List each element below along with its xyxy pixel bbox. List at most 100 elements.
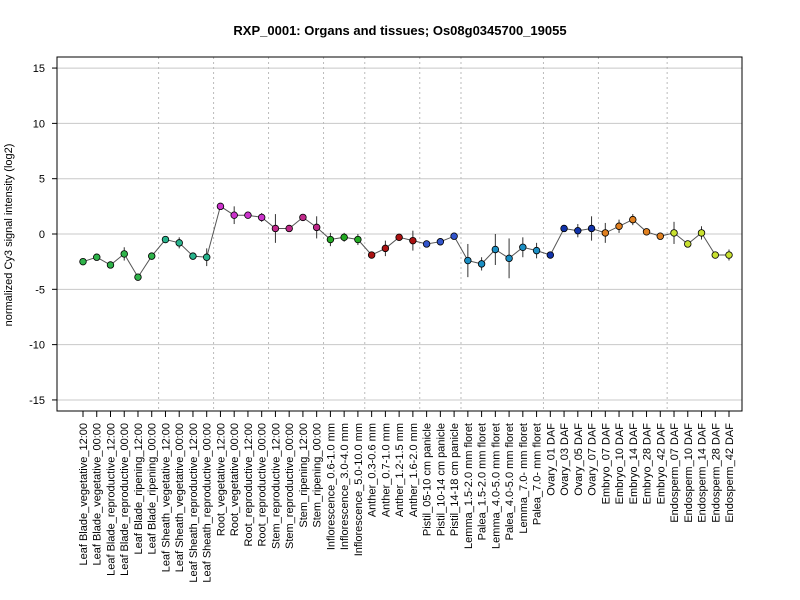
x-tick-label: Ovary_05 DAF [573, 423, 585, 496]
x-tick-label: Pistil_05-10 cm panicle [422, 423, 434, 536]
data-point [711, 251, 719, 259]
y-tick-label: 10 [33, 118, 45, 130]
data-point [120, 250, 128, 258]
x-tick-label: Palea_1.5-2.0 mm floret [477, 423, 489, 540]
data-point [257, 213, 266, 222]
x-tick-label: Stem_ripening_00:00 [312, 423, 324, 528]
data-point [477, 260, 486, 268]
x-tick-label: Pistil_14-18 cm panicle [449, 423, 461, 536]
x-tick-label: Leaf Sheath_vegetative_12:00 [160, 423, 172, 572]
y-tick-label: 0 [39, 229, 45, 241]
x-tick-label: Lemma_1.5-2.0 mm floret [463, 423, 475, 549]
x-tick-label: Anther_1.6-2.0 mm [408, 423, 420, 517]
x-tick-label: Endosperm_10 DAF [683, 423, 695, 523]
x-tick-label: Endosperm_07 DAF [669, 423, 681, 523]
data-point [629, 215, 637, 224]
data-point [79, 257, 87, 266]
x-tick-label: Stem_reproductive_12:00 [270, 423, 282, 549]
x-tick-label: Leaf Blade_reproductive_12:00 [105, 423, 117, 576]
data-point [532, 246, 541, 255]
x-tick-label: Root_vegetative_00:00 [229, 423, 241, 536]
data-point [684, 240, 692, 248]
data-point [642, 228, 651, 236]
data-point [189, 252, 197, 260]
data-point [491, 245, 500, 254]
x-tick-label: Ovary_01 DAF [545, 423, 557, 496]
y-tick-label: -5 [35, 284, 45, 296]
y-tick-label: 15 [33, 63, 45, 75]
x-tick-label: Stem_ripening_12:00 [298, 423, 310, 528]
y-axis-label: normalized Cy3 signal intensity (log2) [3, 144, 15, 327]
data-point [203, 253, 211, 261]
x-tick-label: Anther_0.3-0.6 mm [367, 423, 379, 517]
x-tick-label: Endosperm_28 DAF [710, 423, 722, 523]
data-point [271, 224, 280, 233]
x-tick-label: Root_reproductive_00:00 [257, 423, 269, 547]
data-point [519, 243, 527, 251]
data-point [395, 233, 403, 242]
data-point [697, 229, 706, 237]
y-tick-label: -15 [29, 395, 45, 407]
data-point [422, 240, 431, 248]
data-point [230, 211, 238, 219]
x-tick-label: Palea_4.0-5.0 mm floret [504, 423, 516, 540]
data-point [574, 226, 582, 235]
data-point [134, 273, 142, 281]
x-tick-label: Leaf Blade_ripening_00:00 [147, 423, 159, 555]
x-tick-label: Leaf Blade_vegetative_00:00 [92, 423, 104, 566]
data-point [381, 244, 390, 253]
data-point [587, 224, 596, 233]
data-point [464, 256, 472, 265]
x-tick-label: Leaf Sheath_vegetative_00:00 [174, 423, 186, 572]
x-tick-label: Embryo_28 DAF [642, 423, 654, 505]
y-axis: -15 -10 -5 0 5 10 15 [29, 63, 57, 407]
data-point [354, 235, 362, 244]
data-point [216, 202, 225, 211]
x-tick-label: Inflorescence_0.6-1.0 mm [325, 423, 337, 550]
x-tick-label: Stem_reproductive_00:00 [284, 423, 296, 549]
x-tick-label: Endosperm_14 DAF [697, 423, 709, 523]
data-point [326, 235, 335, 244]
x-axis: Leaf Blade_vegetative_12:00 Leaf Blade_ve… [78, 411, 736, 583]
x-tick-label: Ovary_03 DAF [559, 423, 571, 496]
x-tick-label: Endosperm_42 DAF [724, 423, 736, 523]
data-point [244, 211, 252, 219]
data-point [312, 223, 321, 232]
data-point [615, 222, 623, 230]
x-tick-label: Embryo_07 DAF [600, 423, 612, 505]
y-tick-label: -10 [29, 340, 45, 352]
data-point [560, 224, 568, 233]
x-tick-label: Leaf Blade_vegetative_12:00 [78, 423, 90, 566]
x-tick-label: Leaf Blade_reproductive_00:00 [119, 423, 131, 576]
x-tick-label: Leaf Blade_ripening_12:00 [133, 423, 145, 555]
x-tick-label: Inflorescence_5.0-10.0 mm [353, 423, 365, 556]
data-point [450, 232, 458, 240]
y-tick-label: 5 [39, 174, 45, 186]
data-point [93, 253, 101, 261]
data-point [148, 252, 156, 260]
chart-title: RXP_0001: Organs and tissues; Os08g03457… [233, 23, 566, 38]
data-point [175, 239, 183, 247]
x-tick-label: Root_reproductive_12:00 [243, 423, 255, 547]
x-tick-label: Leaf Sheath_reproductive_00:00 [202, 423, 214, 583]
x-tick-label: Embryo_14 DAF [628, 423, 640, 505]
data-point [601, 229, 609, 237]
grid [57, 57, 742, 411]
x-tick-label: Ovary_07 DAF [587, 423, 599, 496]
x-tick-label: Anther_0.7-1.0 mm [380, 423, 392, 517]
data-point [725, 251, 733, 259]
data-point [106, 261, 115, 269]
x-tick-label: Pistil_10-14 cm panicle [435, 423, 447, 536]
data-point [340, 233, 348, 242]
data-point [409, 236, 417, 245]
x-tick-label: Embryo_42 DAF [655, 423, 667, 505]
data-point [546, 251, 555, 259]
data-point [161, 235, 170, 244]
data-point [299, 213, 307, 222]
data-point [656, 232, 664, 240]
data-point [367, 251, 376, 259]
x-tick-label: Inflorescence_3.0-4.0 mm [339, 423, 351, 550]
data-point [505, 254, 513, 263]
x-tick-label: Lemma_7.0- mm floret [518, 423, 530, 534]
